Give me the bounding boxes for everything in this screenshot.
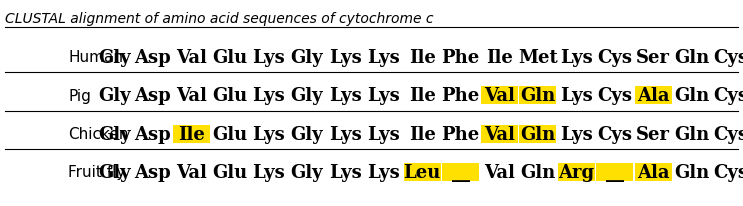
- Text: Lys: Lys: [329, 87, 362, 105]
- Text: Val: Val: [484, 87, 515, 105]
- Text: Ala: Ala: [637, 163, 669, 181]
- Text: __: __: [606, 163, 624, 181]
- Text: Lys: Lys: [560, 125, 593, 143]
- Text: Gly: Gly: [98, 49, 131, 67]
- Text: Lys: Lys: [329, 49, 362, 67]
- Text: Phe: Phe: [441, 49, 480, 67]
- Text: Leu: Leu: [403, 163, 441, 181]
- FancyBboxPatch shape: [519, 125, 557, 143]
- Text: Gln: Gln: [674, 87, 710, 105]
- Text: Glu: Glu: [212, 49, 247, 67]
- Text: Ser: Ser: [636, 49, 670, 67]
- Text: Ile: Ile: [178, 125, 204, 143]
- Text: Phe: Phe: [441, 125, 480, 143]
- Text: Human: Human: [68, 50, 123, 65]
- Text: Fruit fly: Fruit fly: [68, 165, 126, 179]
- Text: Pig: Pig: [68, 88, 91, 103]
- Text: Ala: Ala: [637, 87, 669, 105]
- Text: Lys: Lys: [367, 125, 400, 143]
- Text: Lys: Lys: [560, 87, 593, 105]
- Text: Met: Met: [518, 49, 558, 67]
- FancyBboxPatch shape: [403, 163, 441, 181]
- Text: Cys: Cys: [713, 87, 743, 105]
- Text: Cys: Cys: [713, 163, 743, 181]
- Text: Gln: Gln: [674, 125, 710, 143]
- Text: Cys: Cys: [713, 125, 743, 143]
- Text: Val: Val: [176, 87, 207, 105]
- Text: Lys: Lys: [252, 163, 285, 181]
- Text: Gly: Gly: [291, 87, 323, 105]
- Text: Phe: Phe: [441, 87, 480, 105]
- Text: Glu: Glu: [212, 87, 247, 105]
- Text: CLUSTAL alignment of amino acid sequences of cytochrome c: CLUSTAL alignment of amino acid sequence…: [5, 12, 433, 26]
- Text: Lys: Lys: [367, 87, 400, 105]
- Text: Lys: Lys: [329, 125, 362, 143]
- Text: Asp: Asp: [134, 87, 171, 105]
- FancyBboxPatch shape: [442, 163, 479, 181]
- Text: Asp: Asp: [134, 163, 171, 181]
- Text: Lys: Lys: [329, 163, 362, 181]
- Text: Lys: Lys: [252, 49, 285, 67]
- Text: Cys: Cys: [597, 87, 632, 105]
- Text: Cys: Cys: [597, 49, 632, 67]
- FancyBboxPatch shape: [481, 87, 518, 105]
- Text: Gln: Gln: [520, 163, 555, 181]
- Text: Gln: Gln: [674, 163, 710, 181]
- Text: Val: Val: [176, 163, 207, 181]
- FancyBboxPatch shape: [481, 125, 518, 143]
- Text: Gln: Gln: [674, 49, 710, 67]
- Text: Lys: Lys: [367, 163, 400, 181]
- Text: Lys: Lys: [252, 125, 285, 143]
- FancyBboxPatch shape: [519, 87, 557, 105]
- Text: Gly: Gly: [98, 125, 131, 143]
- Text: Glu: Glu: [212, 163, 247, 181]
- Text: __: __: [452, 163, 470, 181]
- Text: Ile: Ile: [486, 49, 513, 67]
- Text: Gly: Gly: [291, 125, 323, 143]
- FancyBboxPatch shape: [635, 87, 672, 105]
- Text: Lys: Lys: [252, 87, 285, 105]
- Text: Gln: Gln: [520, 125, 555, 143]
- Text: Gly: Gly: [291, 163, 323, 181]
- Text: Cys: Cys: [597, 125, 632, 143]
- Text: Chicken: Chicken: [68, 126, 129, 141]
- Text: Ile: Ile: [409, 125, 435, 143]
- Text: Gly: Gly: [98, 87, 131, 105]
- Text: Ser: Ser: [636, 125, 670, 143]
- Text: Gly: Gly: [98, 163, 131, 181]
- Text: Lys: Lys: [367, 49, 400, 67]
- Text: Asp: Asp: [134, 49, 171, 67]
- Text: Lys: Lys: [560, 49, 593, 67]
- Text: Val: Val: [176, 49, 207, 67]
- FancyBboxPatch shape: [596, 163, 634, 181]
- Text: Gly: Gly: [291, 49, 323, 67]
- Text: Gln: Gln: [520, 87, 555, 105]
- FancyBboxPatch shape: [172, 125, 210, 143]
- Text: Asp: Asp: [134, 125, 171, 143]
- Text: Ile: Ile: [409, 49, 435, 67]
- Text: Val: Val: [484, 163, 515, 181]
- Text: Glu: Glu: [212, 125, 247, 143]
- Text: Val: Val: [484, 125, 515, 143]
- Text: Ile: Ile: [409, 87, 435, 105]
- FancyBboxPatch shape: [635, 163, 672, 181]
- FancyBboxPatch shape: [557, 163, 595, 181]
- Text: Arg: Arg: [558, 163, 594, 181]
- Text: Cys: Cys: [713, 49, 743, 67]
